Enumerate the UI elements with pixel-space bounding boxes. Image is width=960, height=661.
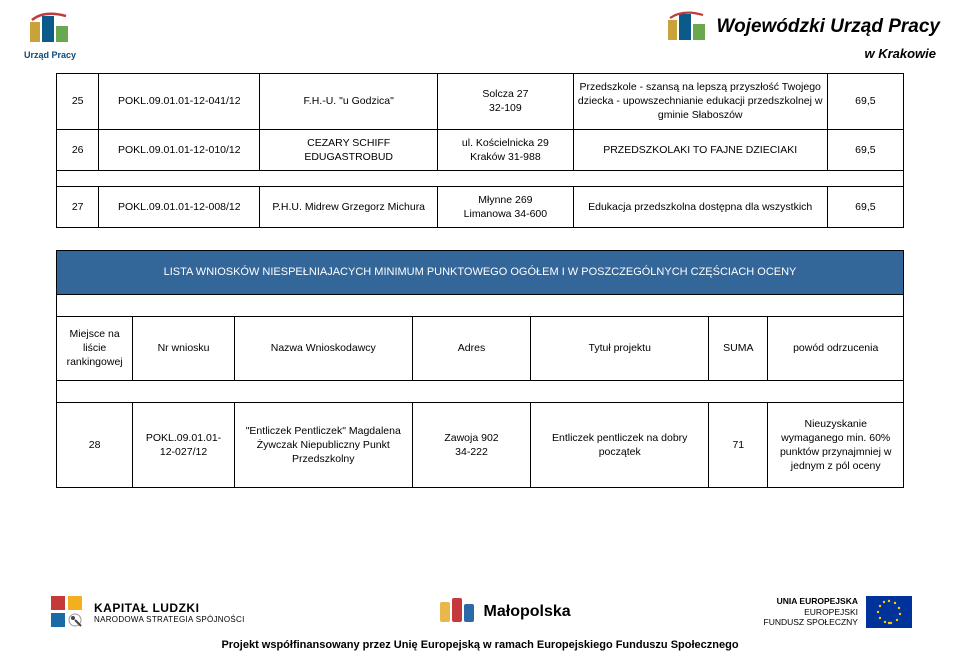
- column-header: Nr wniosku: [133, 317, 235, 381]
- banner-row: LISTA WNIOSKÓW NIESPEŁNIAJACYCH MINIMUM …: [57, 251, 904, 295]
- table-top: 25POKL.09.01.01-12-041/12F.H.-U. "u Godz…: [56, 73, 904, 228]
- spacer: [57, 295, 904, 317]
- cell-addr: Solcza 27 32-109: [438, 74, 574, 130]
- logo-right: Wojewódzki Urząd Pracy w Krakowie: [665, 8, 941, 61]
- cell-addr: Zawoja 902 34-222: [412, 402, 531, 488]
- cell-score: 71: [709, 402, 768, 488]
- cell-num: 27: [57, 186, 99, 227]
- cell-addr: Młynne 269 Limanowa 34-600: [438, 186, 574, 227]
- cell-reason: Nieuzyskanie wymaganego min. 60% punktów…: [768, 402, 904, 488]
- cell-name: F.H.-U. "u Godzica": [260, 74, 438, 130]
- table-row: 26POKL.09.01.01-12-010/12CEZARY SCHIFF E…: [57, 129, 904, 170]
- logo-left: Urząd Pracy: [20, 8, 80, 60]
- column-header: Nazwa Wnioskodawcy: [234, 317, 412, 381]
- kapital-line2: NARODOWA STRATEGIA SPÓJNOŚCI: [94, 615, 245, 624]
- content-area: 25POKL.09.01.01-12-041/12F.H.-U. "u Godz…: [0, 65, 960, 488]
- cell-num: 25: [57, 74, 99, 130]
- column-header: Miejsce na liście rankingowej: [57, 317, 133, 381]
- spacer: [57, 170, 904, 186]
- eu-flag-icon: [866, 596, 912, 628]
- urzad-pracy-icon: [26, 8, 74, 48]
- malopolska-label: Małopolska: [484, 603, 571, 621]
- cell-num: 26: [57, 129, 99, 170]
- cell-code: POKL.09.01.01- 12-027/12: [133, 402, 235, 488]
- cell-score: 69,5: [827, 186, 903, 227]
- column-header: SUMA: [709, 317, 768, 381]
- eu-logo: UNIA EUROPEJSKA EUROPEJSKI FUNDUSZ SPOŁE…: [764, 596, 912, 628]
- malopolska-icon: [438, 596, 478, 628]
- malopolska-logo: Małopolska: [438, 596, 571, 628]
- cell-name: P.H.U. Midrew Grzegorz Michura: [260, 186, 438, 227]
- cell-title: Edukacja przedszkolna dostępna dla wszys…: [573, 186, 827, 227]
- cell-score: 69,5: [827, 74, 903, 130]
- footer-text: Projekt współfinansowany przez Unię Euro…: [48, 639, 912, 651]
- table-row: 25POKL.09.01.01-12-041/12F.H.-U. "u Godz…: [57, 74, 904, 130]
- column-header: Tytuł projektu: [531, 317, 709, 381]
- logo-right-title: Wojewódzki Urząd Pracy: [717, 16, 941, 38]
- eu-line1: UNIA EUROPEJSKA: [764, 596, 858, 607]
- cell-title: Przedszkole - szansą na lepszą przyszłoś…: [573, 74, 827, 130]
- cell-score: 69,5: [827, 129, 903, 170]
- cell-addr: ul. Kościelnicka 29 Kraków 31-988: [438, 129, 574, 170]
- cell-num: 28: [57, 402, 133, 488]
- footer-logos: KAPITAŁ LUDZKI NARODOWA STRATEGIA SPÓJNO…: [48, 593, 912, 631]
- table-row: 28POKL.09.01.01- 12-027/12"Entliczek Pen…: [57, 402, 904, 488]
- spacer: [57, 380, 904, 402]
- cell-name: CEZARY SCHIFF EDUGASTROBUD: [260, 129, 438, 170]
- table2-header-row: Miejsce na liście rankingowejNr wnioskuN…: [57, 317, 904, 381]
- column-header: Adres: [412, 317, 531, 381]
- table-banner-wrap: LISTA WNIOSKÓW NIESPEŁNIAJACYCH MINIMUM …: [56, 250, 904, 488]
- cell-code: POKL.09.01.01-12-008/12: [99, 186, 260, 227]
- cell-code: POKL.09.01.01-12-010/12: [99, 129, 260, 170]
- table-row: 27POKL.09.01.01-12-008/12P.H.U. Midrew G…: [57, 186, 904, 227]
- wup-icon: [665, 8, 709, 46]
- banner-text: LISTA WNIOSKÓW NIESPEŁNIAJACYCH MINIMUM …: [57, 251, 904, 295]
- logo-right-sub: w Krakowie: [864, 46, 936, 61]
- kapital-line1: KAPITAŁ LUDZKI: [94, 601, 245, 615]
- logo-left-label: Urząd Pracy: [24, 50, 76, 60]
- cell-name: "Entliczek Pentliczek" Magdalena Żywczak…: [234, 402, 412, 488]
- column-header: powód odrzucenia: [768, 317, 904, 381]
- kapital-icon: [48, 593, 86, 631]
- cell-code: POKL.09.01.01-12-041/12: [99, 74, 260, 130]
- eu-line3: FUNDUSZ SPOŁECZNY: [764, 617, 858, 628]
- page-footer: KAPITAŁ LUDZKI NARODOWA STRATEGIA SPÓJNO…: [0, 587, 960, 661]
- cell-title: Entliczek pentliczek na dobry początek: [531, 402, 709, 488]
- cell-title: PRZEDSZKOLAKI TO FAJNE DZIECIAKI: [573, 129, 827, 170]
- eu-line2: EUROPEJSKI: [764, 607, 858, 618]
- page-header: Urząd Pracy Wojewódzki Urząd Pracy w Kra…: [0, 0, 960, 65]
- kapital-logo: KAPITAŁ LUDZKI NARODOWA STRATEGIA SPÓJNO…: [48, 593, 245, 631]
